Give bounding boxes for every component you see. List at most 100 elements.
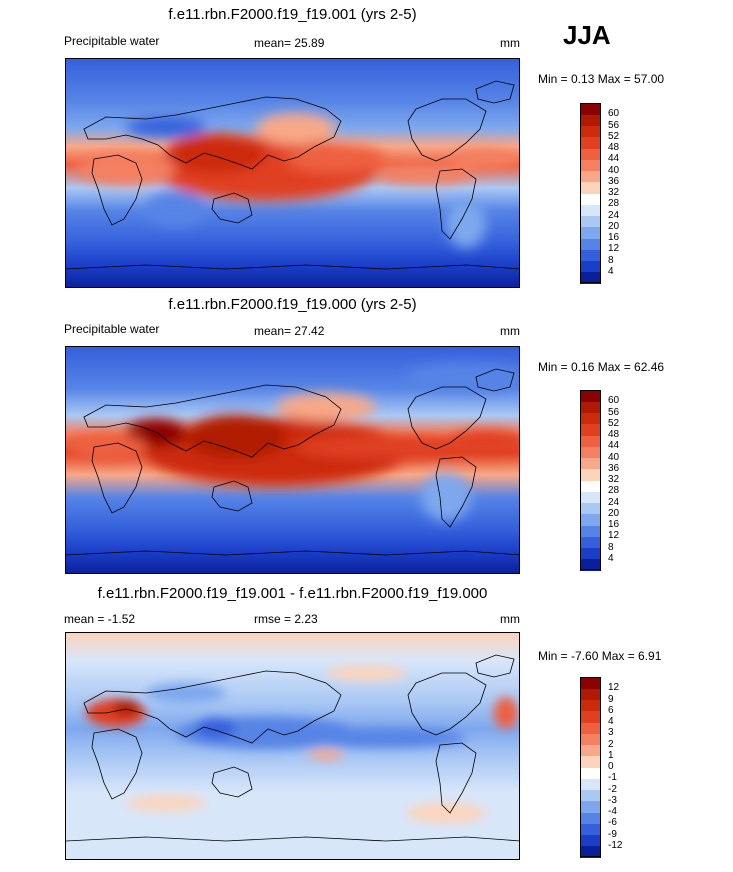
colorbar-tick-label: 20 <box>608 507 620 519</box>
panel-3-mean: mean = -1.52 <box>64 612 136 626</box>
colorbar-swatch <box>580 744 601 757</box>
colorbar-swatch <box>580 789 601 802</box>
panel-2-title: f.e11.rbn.F2000.f19_f19.000 (yrs 2-5) <box>168 296 417 313</box>
panel-1-field <box>76 113 519 248</box>
colorbar-swatch <box>580 677 601 689</box>
panel-1-map-svg <box>66 59 519 287</box>
colorbar-tick-label: 8 <box>608 541 614 553</box>
colorbar-tick-label: -3 <box>608 794 617 806</box>
colorbar-tick-label: -9 <box>608 828 617 840</box>
colorbar-swatch <box>580 148 601 160</box>
panel-2-coastlines <box>66 368 519 556</box>
colorbar-swatch <box>580 412 601 425</box>
colorbar-tick-label: -1 <box>608 772 617 784</box>
colorbar-swatch <box>580 800 601 813</box>
colorbar-swatch <box>580 547 601 560</box>
panel-2-map-svg <box>66 347 519 573</box>
colorbar-tick-label: 28 <box>608 198 620 210</box>
panel-1-variable: Precipitable water <box>64 34 160 48</box>
colorbar-tick-label: 16 <box>608 232 620 243</box>
season-label: JJA <box>563 20 611 50</box>
colorbar-swatch <box>580 114 601 126</box>
colorbar-tick-label: 2 <box>608 738 614 750</box>
panel-1-title: f.e11.rbn.F2000.f19_f19.001 (yrs 2-5) <box>168 6 417 23</box>
colorbar-tick-label: 48 <box>608 142 620 153</box>
colorbar-tick-label: 28 <box>608 485 620 497</box>
colorbar-swatch <box>580 423 601 436</box>
colorbar-tick-label: 16 <box>608 519 620 530</box>
panel-1-mean: mean= 25.89 <box>254 36 325 50</box>
colorbar-tick-label: 40 <box>608 451 620 463</box>
colorbar-swatch <box>580 722 601 734</box>
colorbar-swatch <box>580 733 601 745</box>
colorbar-tick-label: 24 <box>608 496 620 508</box>
panel-2-minmax: Min = 0.16 Max = 62.46 <box>538 360 665 374</box>
colorbar-swatch <box>580 457 601 470</box>
panel-3-map <box>65 632 520 860</box>
colorbar-tick-label: 12 <box>608 682 620 694</box>
colorbar-swatch <box>580 513 601 526</box>
colorbar-tick-label: 52 <box>608 417 620 429</box>
colorbar-swatch <box>580 136 601 149</box>
colorbar-tick-label: -2 <box>608 783 617 795</box>
colorbar-swatch <box>580 226 601 239</box>
panel-3-rmse: rmse = 2.23 <box>254 612 318 626</box>
colorbar-swatch <box>580 435 601 447</box>
colorbar-swatch <box>580 159 601 171</box>
colorbar-tick-label: 12 <box>608 530 620 542</box>
colorbar-swatch <box>580 491 601 503</box>
colorbar-swatch <box>580 390 601 402</box>
colorbar-tick-label: 32 <box>608 187 620 198</box>
colorbar-swatch <box>580 710 601 723</box>
colorbar-tick-label: 6 <box>608 704 614 716</box>
colorbar-swatch <box>580 834 601 847</box>
colorbar-tick-label: 32 <box>608 474 620 485</box>
colorbar-swatch <box>580 845 601 858</box>
colorbar-swatch <box>580 480 601 492</box>
panel-1-coastlines <box>66 80 519 270</box>
colorbar-swatch <box>580 401 601 413</box>
colorbar-swatch <box>580 260 601 273</box>
panel-3-field <box>86 665 518 823</box>
panel-2-field <box>66 363 519 521</box>
colorbar-tick-label: 24 <box>608 209 620 221</box>
colorbar-swatch <box>580 204 601 216</box>
colorbar-swatch <box>580 249 601 261</box>
colorbar-swatch <box>580 525 601 537</box>
colorbar-swatch <box>580 125 601 138</box>
panel-2-mean: mean= 27.42 <box>254 324 325 338</box>
colorbar-swatch <box>580 502 601 515</box>
colorbar-tick-label: 40 <box>608 164 620 176</box>
colorbar-tick-label: 56 <box>608 406 620 418</box>
colorbar-swatch <box>580 193 601 205</box>
panel-1-units: mm <box>500 36 520 50</box>
colorbar-tick-label: 44 <box>608 153 620 165</box>
colorbar-tick-label: 4 <box>608 716 614 727</box>
colorbar-tick-label: 9 <box>608 693 614 705</box>
colorbar-swatch <box>580 271 601 284</box>
colorbar-tick-label: 36 <box>608 462 620 474</box>
colorbar-tick-label: 20 <box>608 220 620 232</box>
panel-2-units: mm <box>500 324 520 338</box>
colorbar-swatch <box>580 215 601 228</box>
colorbar-swatch <box>580 446 601 458</box>
colorbar-tick-label: 48 <box>608 429 620 440</box>
colorbar-swatch <box>580 688 601 700</box>
colorbar-swatch <box>580 767 601 779</box>
colorbar-tick-label: -12 <box>608 839 623 851</box>
colorbar-swatch <box>580 536 601 548</box>
colorbar-tick-label: 60 <box>608 108 620 120</box>
colorbar-tick-label: -4 <box>608 806 617 817</box>
colorbar-swatch <box>580 755 601 768</box>
panel-3-title: f.e11.rbn.F2000.f19_f19.001 - f.e11.rbn.… <box>97 585 488 602</box>
colorbar-tick-label: 8 <box>608 254 614 266</box>
colorbar-tick-label: 4 <box>608 265 614 277</box>
colorbar-tick-label: -6 <box>608 817 617 829</box>
colorbar-tick-label: 4 <box>608 552 614 564</box>
colorbar-swatch <box>580 170 601 183</box>
colorbar-swatch <box>580 823 601 835</box>
panel-3-units: mm <box>500 612 520 626</box>
colorbar-tick-label: 12 <box>608 243 620 255</box>
colorbar-swatch <box>580 181 601 194</box>
colorbar-swatch <box>580 103 601 115</box>
